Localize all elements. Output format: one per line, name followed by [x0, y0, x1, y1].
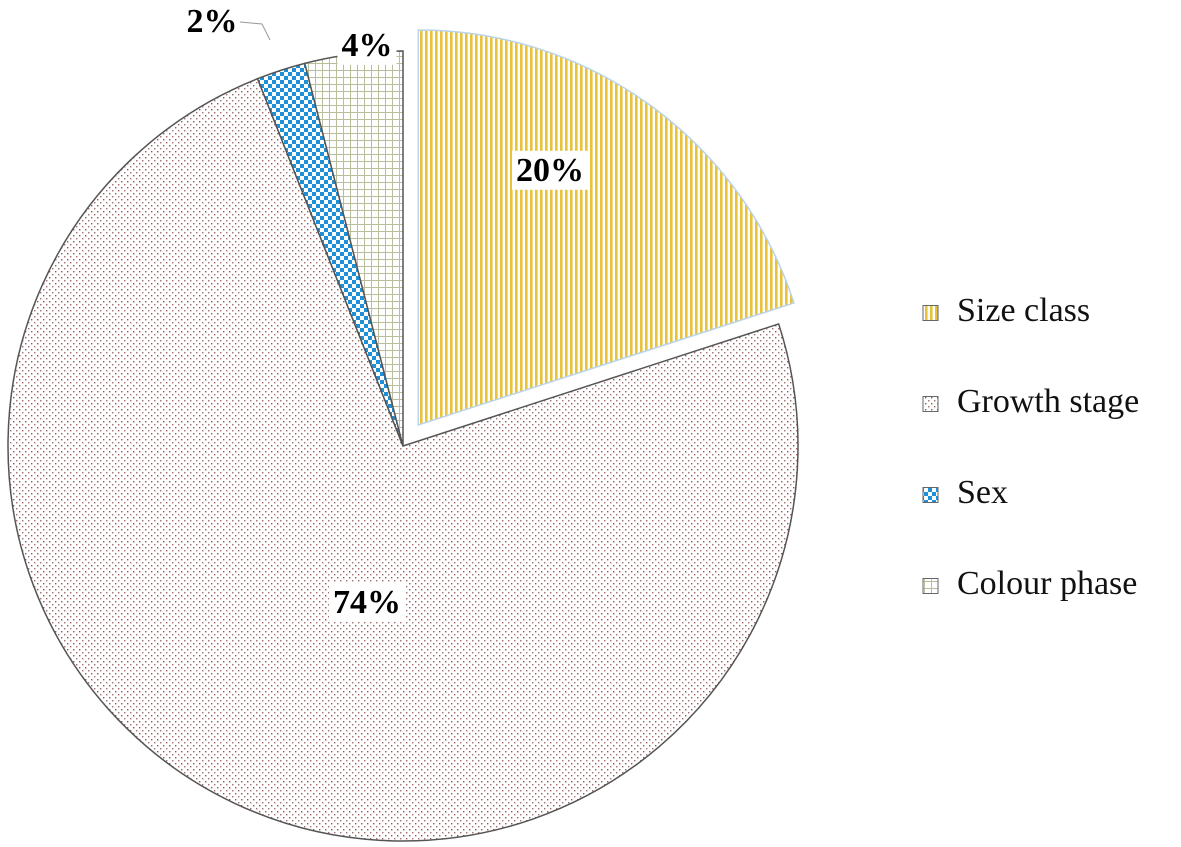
legend-label-size-class: Size class	[957, 292, 1090, 329]
svg-text:4%: 4%	[342, 27, 393, 64]
legend-label-sex: Sex	[957, 474, 1008, 511]
legend-item-size-class: Size class	[922, 292, 1090, 329]
slice-label-colour-phase: 4%	[337, 25, 397, 65]
slice-label-growth-stage: 74%	[329, 582, 405, 622]
pie-slice-labels: 20% 74% 2% 4%	[182, 1, 588, 622]
svg-text:20%: 20%	[516, 152, 584, 189]
slice-label-size-class: 20%	[512, 150, 588, 190]
sex-label-leader-line	[239, 21, 271, 41]
legend-item-colour-phase: Colour phase	[922, 565, 1137, 602]
pie-slice-size-class	[417, 29, 795, 426]
pie-slices	[7, 29, 799, 842]
legend-swatch-colour-phase	[922, 578, 939, 594]
legend-swatch-size-class	[922, 305, 939, 321]
svg-text:74%: 74%	[333, 584, 401, 621]
legend-item-growth-stage: Growth stage	[922, 383, 1139, 420]
legend-swatch-growth-stage	[922, 396, 939, 412]
legend-label-growth-stage: Growth stage	[957, 383, 1139, 420]
pie-slice-growth-stage	[7, 77, 799, 842]
legend-swatch-sex	[922, 487, 939, 503]
slice-label-sex: 2%	[182, 1, 242, 41]
legend: Size class Growth stage Sex Colour phase	[922, 292, 1139, 602]
svg-text:2%: 2%	[187, 3, 238, 40]
legend-item-sex: Sex	[922, 474, 1008, 511]
legend-label-colour-phase: Colour phase	[957, 565, 1137, 602]
